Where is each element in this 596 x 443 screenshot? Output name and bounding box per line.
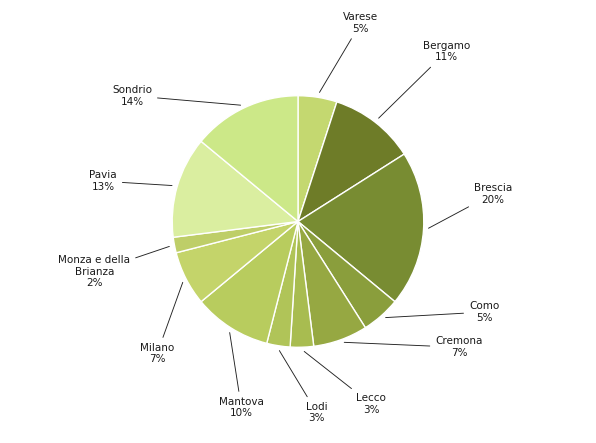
- Text: Varese
5%: Varese 5%: [319, 12, 378, 93]
- Wedge shape: [298, 154, 424, 302]
- Text: Como
5%: Como 5%: [386, 301, 499, 323]
- Text: Pavia
13%: Pavia 13%: [89, 171, 172, 192]
- Text: Milano
7%: Milano 7%: [140, 282, 183, 364]
- Wedge shape: [176, 222, 298, 302]
- Text: Monza e della
Brianza
2%: Monza e della Brianza 2%: [58, 246, 169, 288]
- Text: Sondrio
14%: Sondrio 14%: [112, 85, 241, 106]
- Text: Mantova
10%: Mantova 10%: [219, 333, 264, 419]
- Wedge shape: [173, 222, 298, 253]
- Wedge shape: [298, 222, 395, 328]
- Text: Bergamo
11%: Bergamo 11%: [378, 41, 470, 118]
- Wedge shape: [201, 96, 298, 222]
- Wedge shape: [172, 141, 298, 237]
- Text: Brescia
20%: Brescia 20%: [429, 183, 512, 228]
- Wedge shape: [298, 96, 337, 222]
- Wedge shape: [290, 222, 313, 347]
- Wedge shape: [298, 222, 365, 346]
- Text: Lodi
3%: Lodi 3%: [280, 350, 328, 424]
- Wedge shape: [298, 102, 404, 222]
- Text: Lecco
3%: Lecco 3%: [304, 351, 386, 415]
- Text: Cremona
7%: Cremona 7%: [344, 337, 483, 358]
- Wedge shape: [267, 222, 298, 347]
- Wedge shape: [201, 222, 298, 343]
